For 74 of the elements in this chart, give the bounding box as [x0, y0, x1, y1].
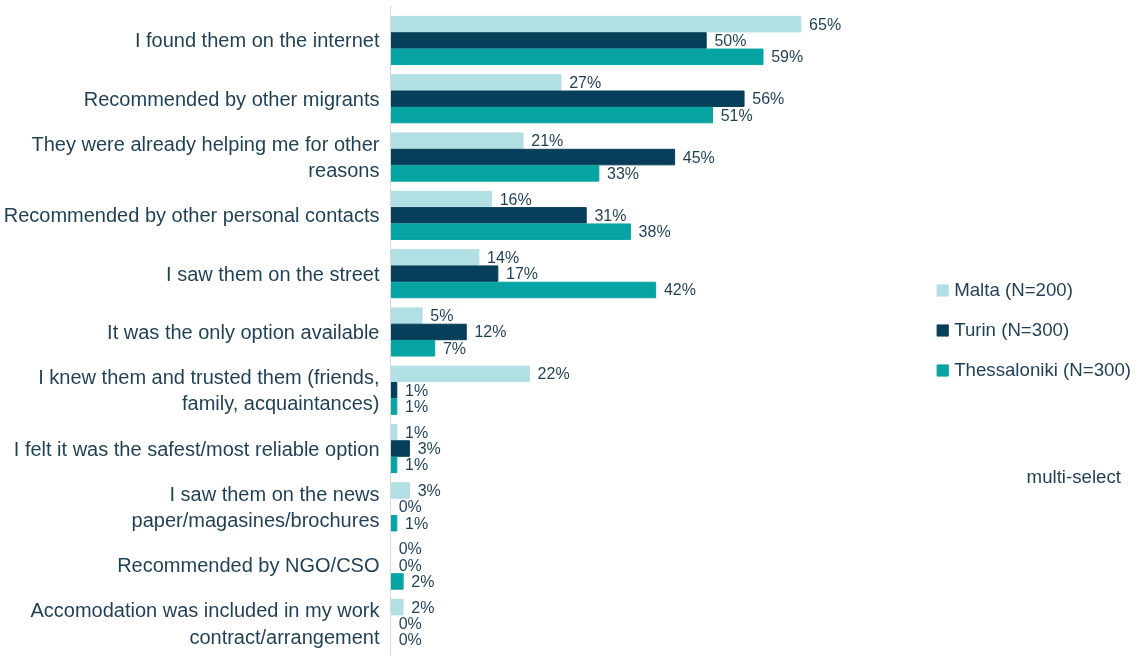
data-label: 0% [398, 498, 422, 516]
y-tick-label: They were already helping me for other reasons [31, 132, 380, 182]
bar [390, 440, 410, 457]
data-label: 65% [809, 15, 842, 33]
bar [390, 573, 404, 590]
data-label: 31% [594, 206, 627, 224]
bar [390, 265, 499, 282]
y-tick-label: Recommended by other migrants [83, 87, 380, 110]
bar [390, 514, 398, 532]
data-label: 0% [398, 540, 422, 558]
data-label: 0% [398, 614, 422, 632]
bar [390, 74, 562, 91]
bar [390, 398, 398, 415]
data-label: 2% [411, 572, 435, 590]
bar [390, 165, 600, 182]
legend-label: Thessaloniki (N=300) [954, 359, 1131, 381]
data-label: 7% [442, 339, 467, 357]
legend-label: Turin (N=300) [954, 319, 1070, 341]
bar [390, 598, 404, 616]
bar [390, 249, 480, 266]
y-tick-label: I felt it was the safest/most reliable option [13, 437, 380, 460]
data-label: 1% [405, 398, 429, 416]
bar [390, 482, 410, 499]
bar [390, 190, 493, 208]
data-label: 12% [474, 323, 507, 341]
bar [390, 223, 631, 240]
data-label: 1% [405, 381, 429, 399]
bar [390, 132, 524, 149]
data-label: 14% [487, 248, 520, 266]
bar [390, 15, 802, 33]
bar [390, 323, 467, 341]
legend-label: Malta (N=200) [954, 279, 1073, 301]
data-label: 59% [771, 48, 804, 66]
bar [390, 90, 745, 108]
y-tick-label: I knew them and trusted them (friends, family, acquaintances) [38, 366, 380, 415]
data-label: 38% [638, 223, 671, 241]
y-tick-label: I saw them on the street [166, 262, 380, 285]
bar [390, 340, 436, 357]
data-label: 50% [714, 31, 747, 49]
data-label: 1% [405, 456, 429, 474]
data-label: 51% [720, 106, 753, 124]
data-label: 3% [417, 440, 441, 458]
bar [390, 307, 423, 324]
data-label: 56% [752, 90, 785, 108]
bar [390, 32, 707, 49]
data-label: 21% [531, 132, 564, 150]
data-label: 1% [405, 514, 429, 532]
bar [390, 148, 676, 166]
data-label: 27% [569, 73, 602, 91]
data-label: 1% [405, 423, 429, 441]
data-label: 33% [607, 164, 640, 182]
bar [390, 106, 713, 124]
data-label: 5% [430, 307, 454, 325]
data-label: 2% [411, 598, 435, 616]
y-tick-label: I found them on the internet [134, 29, 380, 52]
y-tick-label: Recommended by NGO/CSO [117, 554, 380, 577]
data-label: 17% [506, 265, 539, 283]
y-tick-label: Recommended by other personal contacts [3, 204, 380, 227]
y-tick-label: Accomodation was included in my work contract/arrangement [30, 599, 381, 648]
data-label: 16% [499, 190, 532, 208]
data-label: 3% [417, 482, 441, 500]
text: multi-select [1026, 466, 1122, 488]
data-label: 42% [663, 281, 696, 299]
bar [390, 48, 764, 66]
y-tick-label: I saw them on the news paper/magasines/brochures [131, 482, 380, 532]
data-label: 0% [398, 631, 422, 649]
bar [390, 456, 398, 474]
data-label: 22% [537, 365, 570, 383]
data-label: 45% [682, 148, 715, 166]
bar [390, 207, 587, 224]
bar [390, 281, 657, 299]
bar [390, 365, 530, 383]
y-tick-label: It was the only option available [107, 320, 380, 343]
data-label: 0% [398, 556, 422, 574]
